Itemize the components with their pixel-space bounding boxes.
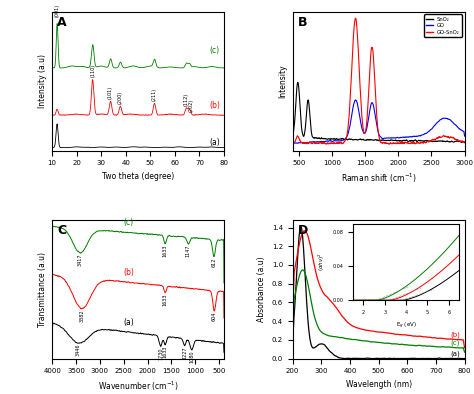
Text: (a): (a) <box>450 351 460 357</box>
Text: D: D <box>298 224 308 237</box>
Text: (c): (c) <box>124 218 134 227</box>
Text: 1633: 1633 <box>163 245 168 257</box>
Text: (a): (a) <box>124 318 135 327</box>
Text: C: C <box>57 224 66 237</box>
Text: 612: 612 <box>211 257 216 267</box>
Text: 1080: 1080 <box>189 350 194 363</box>
Text: A: A <box>57 16 67 29</box>
Text: (200): (200) <box>118 91 123 104</box>
Text: B: B <box>298 16 307 29</box>
Text: 3417: 3417 <box>77 254 82 266</box>
X-axis label: Wavenumber (cm$^{-1}$): Wavenumber (cm$^{-1}$) <box>98 380 178 393</box>
Text: 3382: 3382 <box>79 310 84 322</box>
Text: (001): (001) <box>55 4 60 17</box>
Text: 1633: 1633 <box>163 294 168 306</box>
Text: (202): (202) <box>188 99 193 112</box>
Text: (a): (a) <box>209 138 220 147</box>
Text: (c): (c) <box>450 339 460 346</box>
X-axis label: Wavelength (nm): Wavelength (nm) <box>346 380 412 389</box>
Y-axis label: Intensity (a.u): Intensity (a.u) <box>37 54 46 108</box>
Legend: SnO₂, GO, GO-SnO₂: SnO₂, GO, GO-SnO₂ <box>424 15 462 37</box>
X-axis label: Raman shift (cm$^{-1}$): Raman shift (cm$^{-1}$) <box>341 172 416 185</box>
Text: 3446: 3446 <box>76 344 81 356</box>
Text: (101): (101) <box>108 85 113 99</box>
Y-axis label: Intensity: Intensity <box>278 64 287 98</box>
Y-axis label: Transmittance (a.u): Transmittance (a.u) <box>37 252 46 327</box>
Text: (b): (b) <box>450 331 460 338</box>
X-axis label: Two theta (degree): Two theta (degree) <box>102 172 174 181</box>
Text: 1730: 1730 <box>158 347 163 360</box>
Text: (c): (c) <box>209 46 219 55</box>
Text: (112): (112) <box>184 93 189 106</box>
Text: 1147: 1147 <box>186 245 191 257</box>
Text: (b): (b) <box>124 268 135 277</box>
Text: (211): (211) <box>152 88 157 101</box>
Text: 604: 604 <box>212 312 217 321</box>
Text: (b): (b) <box>209 101 220 110</box>
Text: 1227: 1227 <box>182 347 187 359</box>
Text: (110): (110) <box>90 64 95 77</box>
Text: 1633: 1633 <box>163 346 168 358</box>
Y-axis label: Absorbance (a.u): Absorbance (a.u) <box>257 256 266 322</box>
